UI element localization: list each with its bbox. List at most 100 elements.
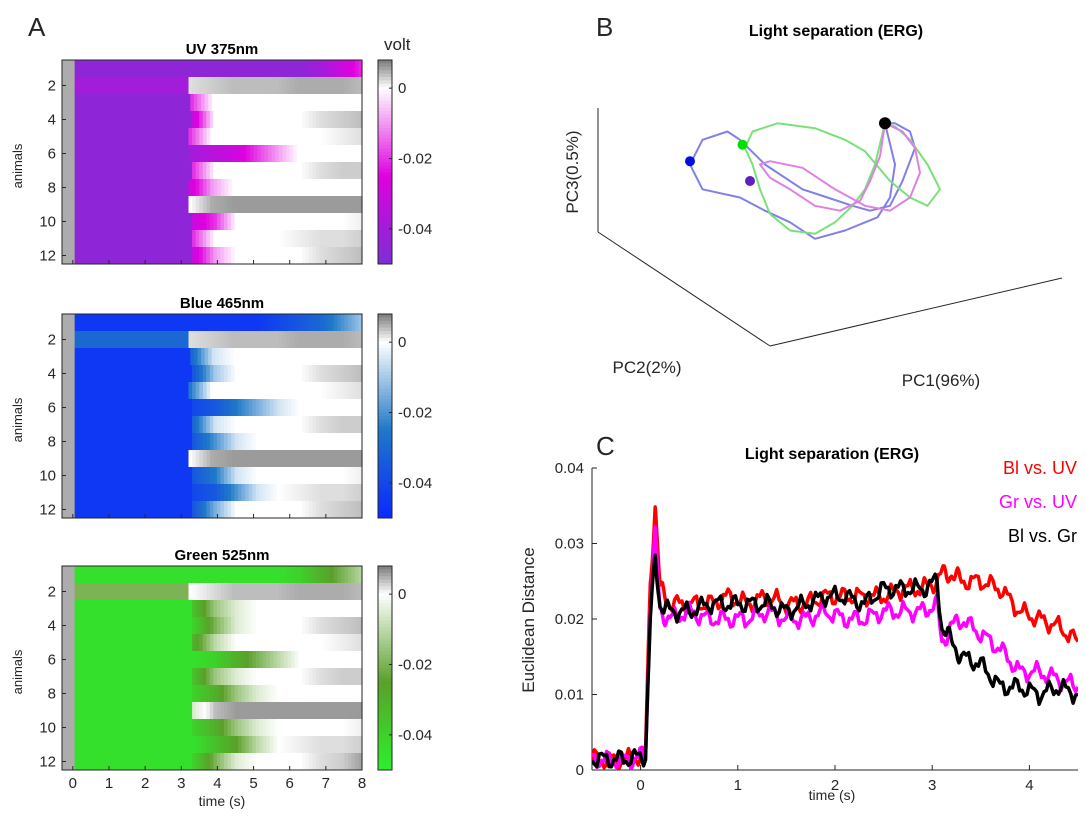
heatmap-cell-tail <box>273 736 278 754</box>
heatmap-cell-tail <box>284 60 289 78</box>
heatmap-cell-tail <box>358 247 363 265</box>
heatmap-cell-tail <box>280 416 285 434</box>
heatmap-cell-tail <box>269 617 275 635</box>
heatmap-cell-tail <box>330 60 335 78</box>
colorbar-step <box>378 375 392 380</box>
heatmap-cell-tail <box>287 634 292 652</box>
heatmap-cell-tail <box>202 145 208 163</box>
colorbar-step <box>378 719 392 723</box>
heatmap-cell-tail <box>192 617 197 635</box>
heatmap-cell-tail <box>315 145 320 163</box>
heatmap-cell-tail <box>266 247 271 265</box>
heatmap-cell-tail <box>252 600 257 618</box>
heatmap-cell-tail <box>216 685 222 703</box>
heatmap-cell-tail <box>330 314 335 332</box>
heatmap-cell-tail <box>333 314 338 332</box>
heatmap-cell-tail <box>312 736 317 754</box>
heatmap-cell-tail <box>202 651 207 669</box>
heatmap-cell-tail <box>269 600 275 618</box>
heatmap-cell-tail <box>277 467 282 485</box>
heatmap-cell-tail <box>269 753 275 771</box>
y-tick-label: 8 <box>48 434 56 451</box>
heatmap-cell-tail <box>301 634 306 652</box>
heatmap-cell-tail <box>340 314 345 332</box>
heatmap-cell-tail <box>325 331 331 349</box>
heatmap-cell-tail <box>301 247 306 265</box>
heatmap-cell-tail <box>291 247 296 265</box>
heatmap-cell-tail <box>347 685 352 703</box>
heatmap-cell-tail <box>287 399 292 417</box>
heatmap-cell-tail <box>192 736 197 754</box>
heatmap-cell-tail <box>298 162 303 180</box>
heatmap-cell-tail <box>333 433 338 451</box>
heatmap-cell-tail <box>294 247 299 265</box>
heatmap-cell-tail <box>330 247 335 265</box>
heatmap-cell-tail <box>319 668 324 686</box>
heatmap-cell-tail <box>220 60 225 78</box>
heatmap-cell-tail <box>192 668 197 686</box>
colorbar-tick-label: -0.02 <box>398 656 432 673</box>
colorbar-step <box>378 634 392 638</box>
heatmap-cell-tail <box>266 213 271 231</box>
heatmap-cell-tail <box>287 162 292 180</box>
heatmap-cell-tail <box>284 111 289 129</box>
heatmap-cell-tail <box>287 230 292 248</box>
heatmap-cell-tail <box>221 77 226 95</box>
heatmap-cell-tail <box>231 416 236 434</box>
heatmap-cell-tail <box>337 566 342 584</box>
y-tick-label: 12 <box>39 754 56 771</box>
heatmap-cell-tail <box>195 634 200 652</box>
heatmap-cell-tail <box>343 77 349 95</box>
heatmap-cell-tail <box>243 348 249 366</box>
heatmap-cell-tail <box>241 668 246 686</box>
colorbar-step <box>378 678 392 683</box>
heatmap-cell-tail <box>291 162 296 180</box>
colorbar-step <box>378 732 392 737</box>
heatmap-cell-tail <box>192 484 197 502</box>
heatmap-cell-tail <box>283 348 288 366</box>
heatmap-cell-tail <box>262 484 268 502</box>
heatmap-cell-tail <box>216 467 222 485</box>
colorbar-step <box>378 111 392 115</box>
heatmap-cell-tail <box>347 719 352 737</box>
heatmap-cell-tail <box>354 77 359 95</box>
heatmap-cell-tail <box>308 213 314 231</box>
heatmap-cell-tail <box>336 583 341 601</box>
heatmap-cell-tail <box>192 179 197 197</box>
heatmap-cell-tail <box>192 365 197 383</box>
heatmap-cell-tail <box>347 247 352 265</box>
colorbar-step <box>378 593 392 598</box>
pca-marker <box>879 117 891 130</box>
heatmap-cell-tail <box>206 196 211 214</box>
heatmap-cell-tail <box>284 314 289 332</box>
heatmap-cell-tail <box>340 634 345 652</box>
heatmap-cell-tail <box>262 651 268 669</box>
heatmap-cell-tail <box>206 162 211 180</box>
heatmap-cell-tail <box>319 600 324 618</box>
heatmap-cell-tail <box>192 60 197 78</box>
heatmap-cell-tail <box>284 753 289 771</box>
heatmap-cell-tail <box>257 179 262 197</box>
heatmap-cell-baseline <box>62 685 76 703</box>
heatmap-cell-tail <box>318 382 323 400</box>
heatmap-cell-tail <box>238 416 243 434</box>
heatmap-cell-tail <box>340 111 345 129</box>
colorbar-step <box>378 192 392 197</box>
heatmap-cell-tail <box>278 145 284 163</box>
heatmap-cell-tail <box>188 128 193 146</box>
heatmap-cell-tail <box>252 617 257 635</box>
heatmap-cell-tail <box>275 179 280 197</box>
heatmap-cell-tail <box>277 484 282 502</box>
colorbar-step <box>378 351 392 356</box>
heatmap-cell-tail <box>213 450 219 468</box>
heatmap-cell-tail <box>266 60 271 78</box>
colorbar-step <box>378 253 392 258</box>
heatmap-cell-tail <box>330 600 335 618</box>
heatmap-cell-tail <box>291 416 296 434</box>
heatmap-cell-tail <box>192 314 197 332</box>
heatmap-cell-tail <box>351 331 356 349</box>
heatmap-cell-tail <box>351 314 356 332</box>
colorbar-step <box>378 165 392 170</box>
heatmap-cell-tail <box>245 702 250 720</box>
heatmap-cell-tail <box>312 162 317 180</box>
